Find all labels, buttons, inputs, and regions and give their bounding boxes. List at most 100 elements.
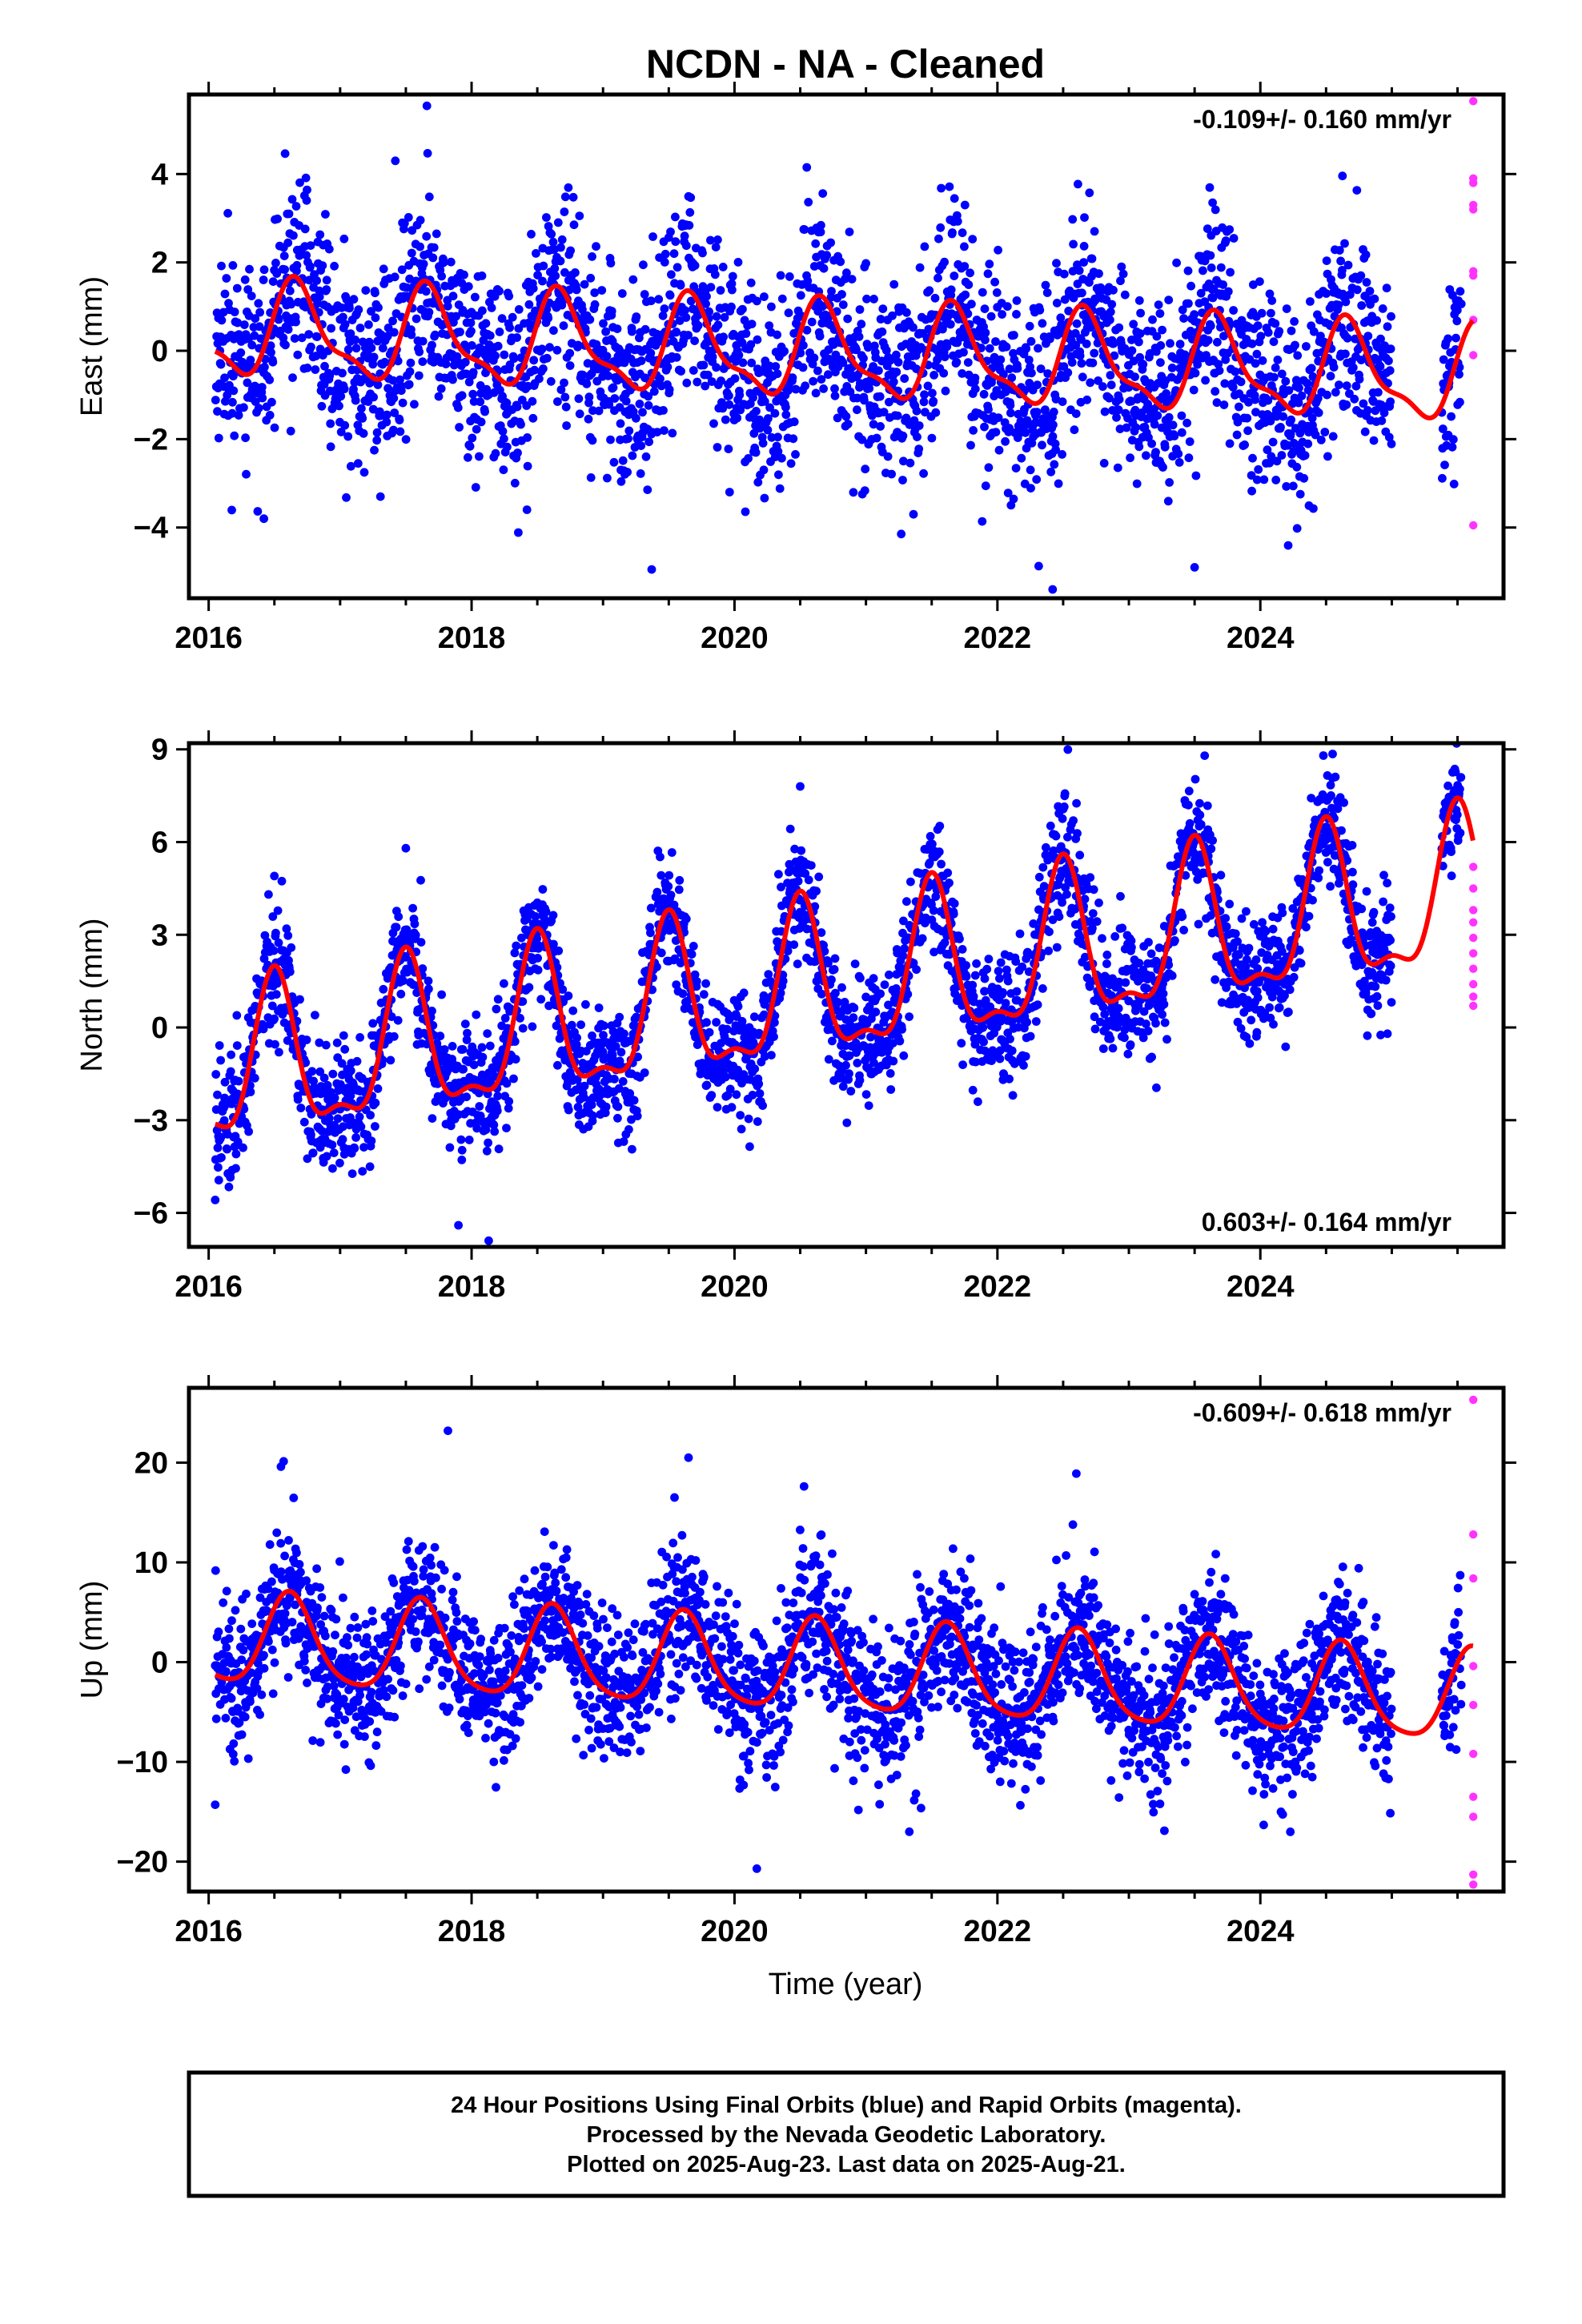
final-orbit-point [253,507,263,516]
final-orbit-point [610,394,620,403]
final-orbit-point [1074,266,1084,275]
final-orbit-point [503,442,512,452]
final-orbit-point [1359,399,1368,408]
final-orbit-point [281,340,290,350]
final-orbit-point [1075,351,1085,360]
final-orbit-point [733,258,743,267]
final-orbit-point [460,1019,470,1028]
final-orbit-point [1160,442,1170,452]
final-orbit-point [753,1117,762,1126]
final-orbit-point [1184,299,1193,308]
final-orbit-point [424,192,434,202]
final-orbit-point [1166,339,1174,348]
final-orbit-point [1267,308,1275,318]
final-orbit-point [741,329,751,338]
final-orbit-point [283,238,293,247]
final-orbit-point [232,283,242,293]
final-orbit-point [552,345,562,355]
final-orbit-point [1002,302,1012,312]
final-orbit-point [632,413,640,423]
final-orbit-point [656,948,666,958]
final-orbit-point [1113,463,1122,472]
final-orbit-point [869,420,878,429]
final-orbit-point [214,433,223,443]
final-orbit-point [1447,442,1457,452]
final-orbit-point [788,373,797,382]
final-orbit-point [410,919,420,929]
final-orbit-point [557,235,567,244]
final-orbit-point [599,1031,608,1039]
final-orbit-point [998,310,1006,319]
final-orbit-point [1170,432,1179,440]
final-orbit-point [701,381,710,391]
final-orbit-point [1021,428,1030,437]
final-orbit-point [437,271,446,281]
final-orbit-point [416,938,426,947]
final-orbit-point [981,336,990,344]
final-orbit-point [1323,452,1332,461]
final-orbit-point [382,410,391,420]
final-orbit-point [604,372,613,380]
final-orbit-point [572,1075,582,1084]
final-orbit-point [1019,1060,1028,1070]
final-orbit-point [302,251,311,260]
final-orbit-point [226,1172,235,1182]
final-orbit-point [750,1064,760,1074]
final-orbit-point [799,340,808,350]
final-orbit-point [1322,289,1331,298]
final-orbit-point [259,1024,268,1034]
final-orbit-point [287,195,297,204]
final-orbit-point [398,398,408,408]
final-orbit-point [1007,373,1017,383]
final-orbit-point [504,1104,513,1113]
final-orbit-point [1236,377,1246,387]
final-orbit-point [1348,363,1358,372]
final-orbit-point [1211,205,1220,215]
final-orbit-point [859,354,868,363]
final-orbit-point [560,207,569,216]
final-orbit-point [838,358,848,368]
final-orbit-point [1174,449,1183,459]
final-orbit-point [1297,391,1307,400]
final-orbit-point [1182,418,1191,428]
final-orbit-point [491,448,500,458]
final-orbit-point [732,1090,741,1100]
final-orbit-point [860,486,869,495]
final-orbit-point [639,260,648,270]
final-orbit-point [1058,397,1067,406]
final-orbit-point [706,235,715,245]
final-orbit-point [597,286,607,295]
final-orbit-point [764,414,773,423]
final-orbit-point [1313,394,1323,403]
final-orbit-point [1265,458,1274,468]
final-orbit-point [369,352,379,362]
final-orbit-point [1292,462,1302,472]
final-orbit-point [556,243,565,252]
final-orbit-point [567,1020,576,1030]
final-orbit-point [753,296,761,306]
final-orbit-point [602,352,612,361]
final-orbit-point [919,397,929,407]
final-orbit-point [338,1135,347,1144]
final-orbit-point [490,1127,500,1136]
final-orbit-point [1162,389,1170,398]
final-orbit-point [387,1012,396,1021]
final-orbit-point [641,452,651,461]
final-orbit-point [777,453,786,463]
final-orbit-point [1138,360,1148,369]
final-orbit-point [333,1114,343,1124]
final-orbit-point [767,1051,776,1059]
final-orbit-point [682,378,692,388]
final-orbit-point [1027,368,1036,378]
final-orbit-point [327,324,335,333]
final-orbit-point [1277,451,1287,460]
final-orbit-point [1281,376,1291,386]
final-orbit-point [1069,239,1078,249]
final-orbit-point [980,304,990,313]
final-orbit-point [1165,478,1174,487]
final-orbit-point [234,411,243,420]
final-orbit-point [753,335,762,344]
final-orbit-point [573,340,583,350]
final-orbit-point [643,485,652,494]
final-orbit-point [632,312,641,321]
